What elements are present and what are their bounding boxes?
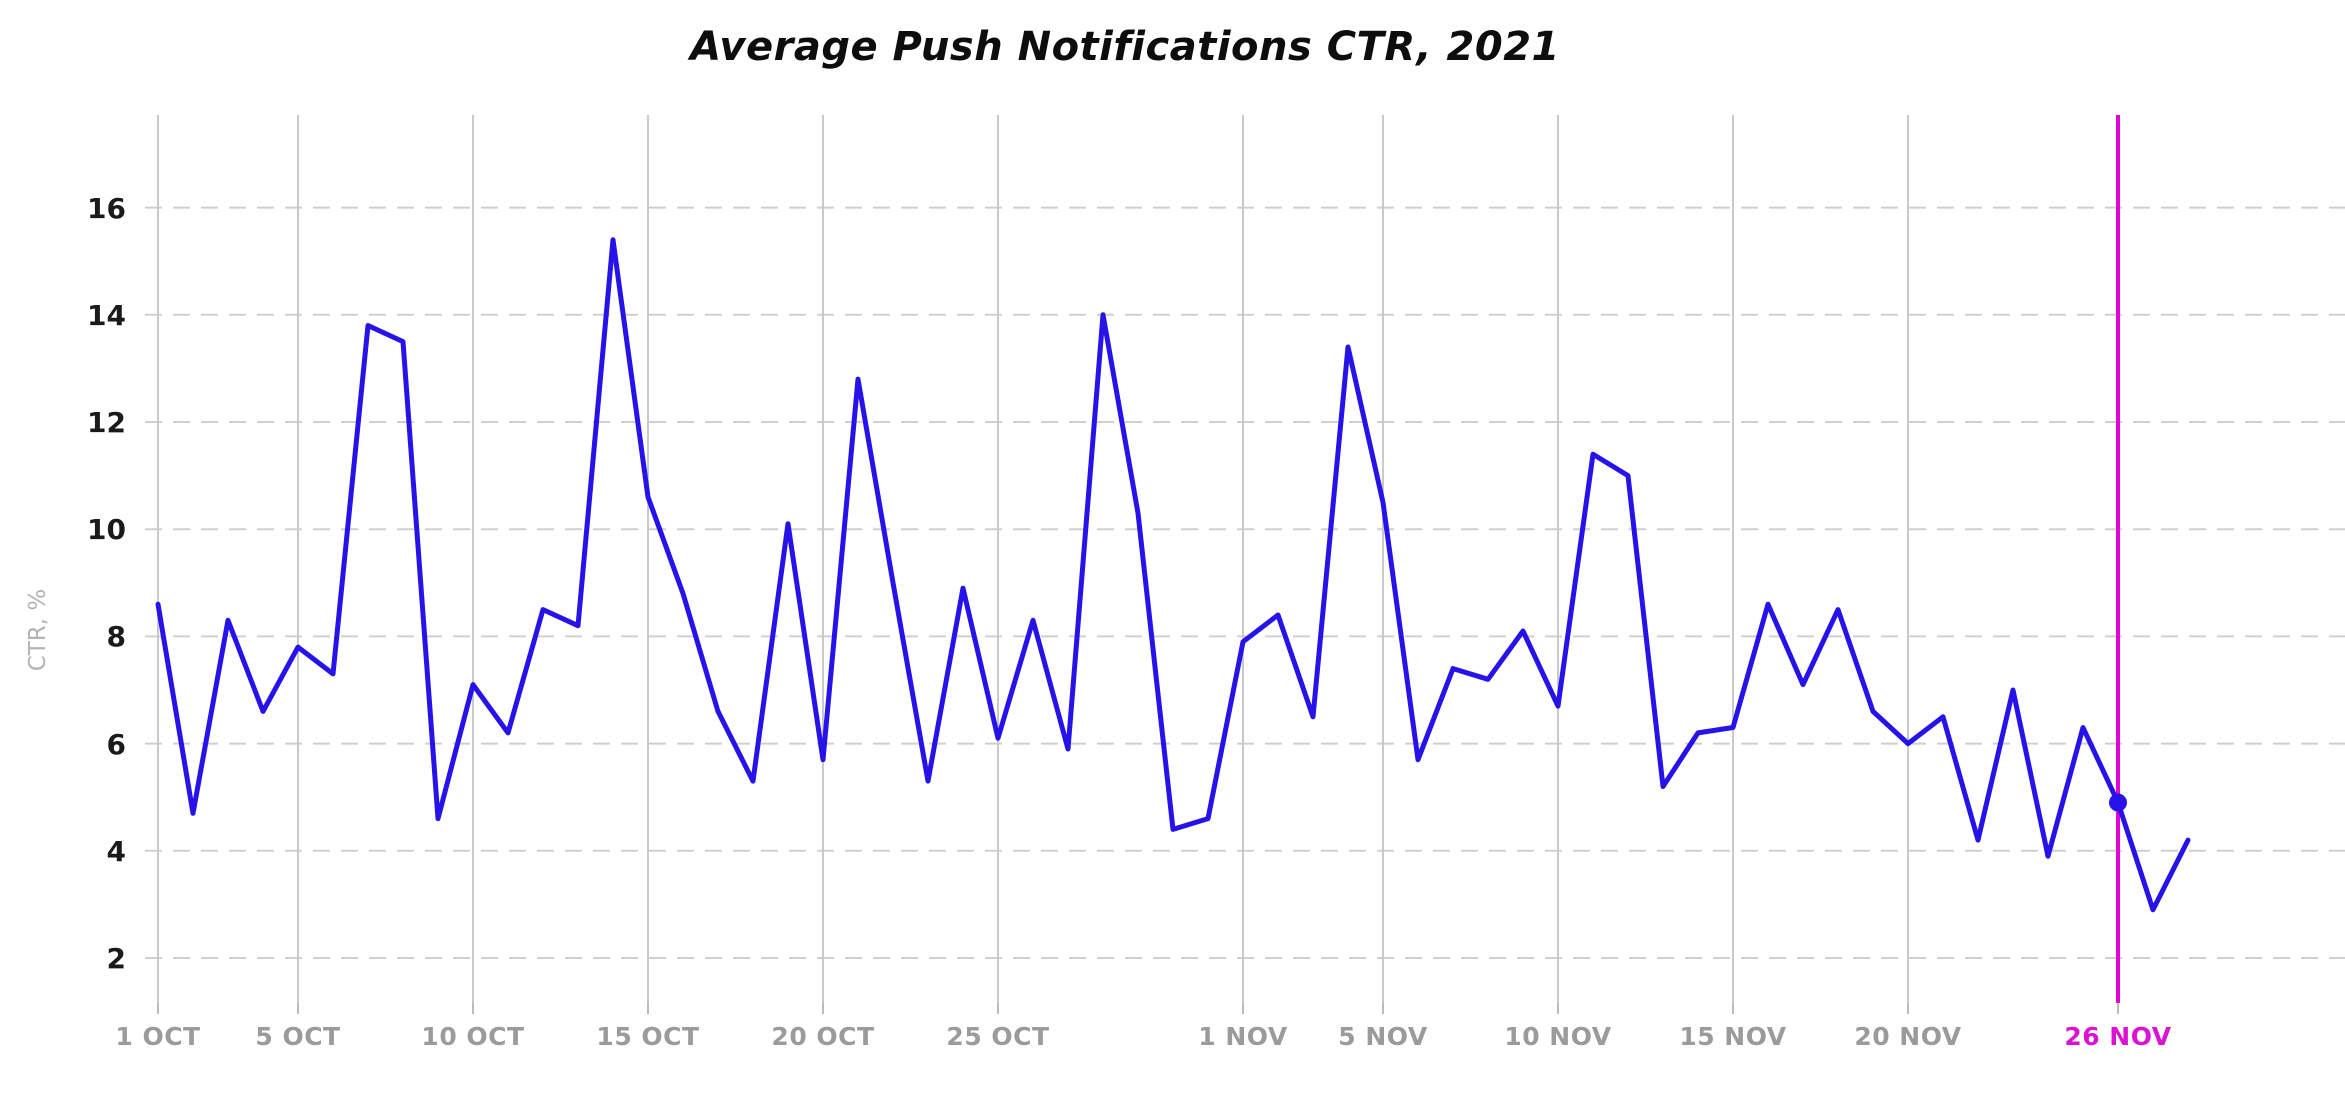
x-tick-label: 5 NOV (1338, 1022, 1428, 1051)
x-tick-label: 5 OCT (255, 1022, 341, 1051)
x-tick-label: 10 OCT (421, 1022, 525, 1051)
ctr-line-series (155, 237, 2191, 913)
y-tick-label: 16 (87, 191, 126, 225)
y-tick-label: 12 (87, 406, 126, 439)
x-tick-label: 25 OCT (946, 1022, 1050, 1051)
x-tick-label: 1 NOV (1198, 1022, 1288, 1051)
x-tick-label: 10 NOV (1504, 1022, 1612, 1051)
chart-title: Average Push Notifications CTR, 2021 (690, 24, 1560, 70)
y-tick-label: 4 (106, 834, 126, 868)
y-tick-label: 14 (87, 298, 126, 332)
x-tick-label: 20 NOV (1854, 1022, 1962, 1051)
x-tick-label-selected: 26 NOV (2064, 1022, 2172, 1051)
y-tick-label: 10 (87, 513, 126, 547)
x-tick-label: 15 OCT (596, 1022, 700, 1051)
selected-point-marker[interactable] (2109, 793, 2127, 812)
y-tick-label: 6 (106, 727, 126, 761)
x-tick-label: 15 NOV (1679, 1022, 1787, 1051)
x-tick-label: 20 OCT (771, 1022, 875, 1051)
y-tick-label: 2 (106, 942, 126, 975)
y-tick-label: 8 (106, 620, 126, 654)
x-tick-label: 1 OCT (115, 1022, 201, 1051)
